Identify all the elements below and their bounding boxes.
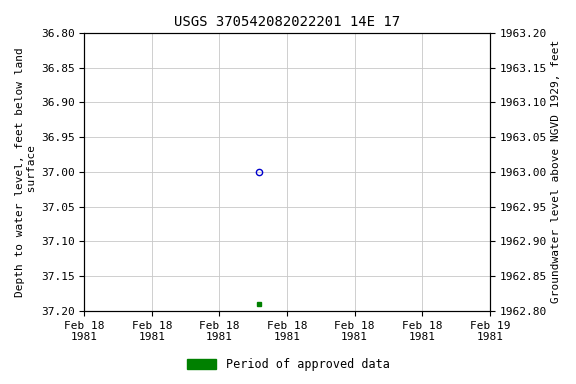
Y-axis label: Depth to water level, feet below land
 surface: Depth to water level, feet below land su… xyxy=(15,47,37,297)
Title: USGS 370542082022201 14E 17: USGS 370542082022201 14E 17 xyxy=(174,15,400,29)
Y-axis label: Groundwater level above NGVD 1929, feet: Groundwater level above NGVD 1929, feet xyxy=(551,40,561,303)
Legend: Period of approved data: Period of approved data xyxy=(182,354,394,376)
